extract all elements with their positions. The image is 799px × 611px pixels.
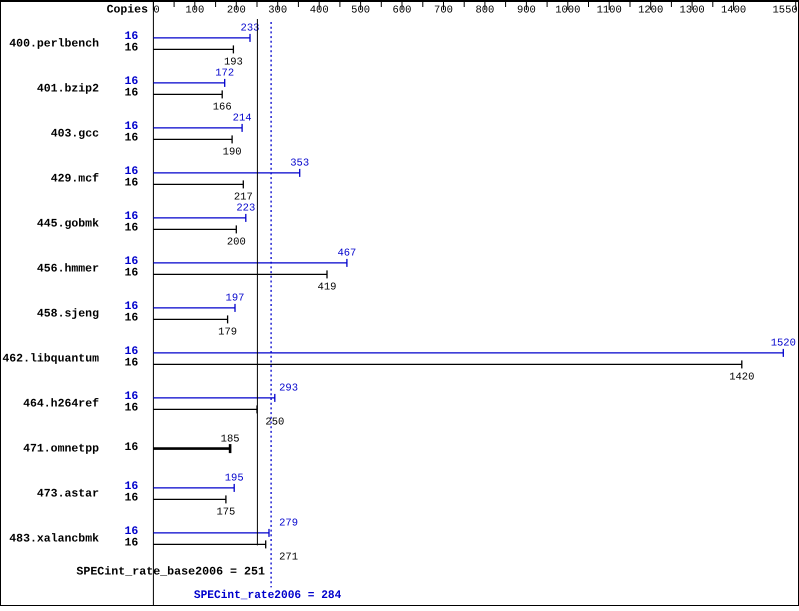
svg-text:400.perlbench: 400.perlbench bbox=[9, 38, 99, 51]
svg-text:353: 353 bbox=[290, 158, 309, 170]
svg-text:1550: 1550 bbox=[772, 5, 797, 17]
svg-text:1000: 1000 bbox=[555, 5, 580, 17]
svg-text:SPECint_rate2006 = 284: SPECint_rate2006 = 284 bbox=[194, 589, 341, 602]
svg-text:SPECint_rate_base2006 = 251: SPECint_rate_base2006 = 251 bbox=[76, 566, 265, 579]
svg-text:300: 300 bbox=[268, 5, 287, 17]
svg-text:279: 279 bbox=[279, 518, 298, 530]
svg-text:250: 250 bbox=[265, 416, 284, 428]
svg-text:100: 100 bbox=[185, 5, 204, 17]
svg-text:172: 172 bbox=[215, 68, 234, 80]
svg-text:483.xalancbmk: 483.xalancbmk bbox=[9, 533, 99, 546]
svg-text:16: 16 bbox=[124, 267, 138, 280]
svg-text:401.bzip2: 401.bzip2 bbox=[37, 83, 99, 96]
svg-text:293: 293 bbox=[279, 383, 298, 395]
svg-text:16: 16 bbox=[124, 357, 138, 370]
svg-text:1100: 1100 bbox=[597, 5, 622, 17]
svg-text:193: 193 bbox=[224, 56, 243, 68]
svg-text:700: 700 bbox=[434, 5, 453, 17]
svg-text:429.mcf: 429.mcf bbox=[51, 173, 99, 186]
svg-text:467: 467 bbox=[337, 248, 356, 260]
svg-text:233: 233 bbox=[241, 23, 260, 35]
svg-text:223: 223 bbox=[236, 203, 255, 215]
svg-text:462.libquantum: 462.libquantum bbox=[2, 353, 99, 366]
svg-text:500: 500 bbox=[351, 5, 370, 17]
svg-text:217: 217 bbox=[234, 191, 253, 203]
svg-text:1200: 1200 bbox=[638, 5, 663, 17]
svg-text:16: 16 bbox=[124, 132, 138, 145]
svg-text:1520: 1520 bbox=[771, 338, 796, 350]
svg-text:16: 16 bbox=[124, 87, 138, 100]
svg-text:1420: 1420 bbox=[729, 371, 754, 383]
svg-text:16: 16 bbox=[124, 492, 138, 505]
svg-text:900: 900 bbox=[517, 5, 536, 17]
svg-text:600: 600 bbox=[393, 5, 412, 17]
svg-text:16: 16 bbox=[124, 441, 138, 454]
svg-text:185: 185 bbox=[221, 433, 240, 445]
svg-text:1300: 1300 bbox=[679, 5, 704, 17]
svg-text:456.hmmer: 456.hmmer bbox=[37, 263, 99, 276]
svg-text:445.gobmk: 445.gobmk bbox=[37, 218, 99, 231]
svg-text:419: 419 bbox=[318, 281, 337, 293]
svg-text:200: 200 bbox=[227, 236, 246, 248]
svg-text:179: 179 bbox=[218, 326, 237, 338]
svg-text:400: 400 bbox=[310, 5, 329, 17]
svg-text:473.astar: 473.astar bbox=[37, 488, 99, 501]
svg-text:464.h264ref: 464.h264ref bbox=[23, 398, 99, 411]
svg-text:200: 200 bbox=[227, 5, 246, 17]
svg-text:16: 16 bbox=[124, 402, 138, 415]
svg-text:197: 197 bbox=[226, 293, 245, 305]
svg-text:800: 800 bbox=[475, 5, 494, 17]
svg-text:271: 271 bbox=[279, 551, 298, 563]
svg-text:190: 190 bbox=[223, 146, 242, 158]
svg-text:195: 195 bbox=[225, 473, 244, 485]
svg-text:Copies: Copies bbox=[107, 4, 149, 17]
svg-text:16: 16 bbox=[124, 537, 138, 550]
svg-text:16: 16 bbox=[124, 312, 138, 325]
svg-text:0: 0 bbox=[153, 5, 159, 17]
svg-text:471.omnetpp: 471.omnetpp bbox=[23, 443, 99, 456]
svg-text:166: 166 bbox=[213, 101, 232, 113]
svg-text:16: 16 bbox=[124, 42, 138, 55]
svg-text:16: 16 bbox=[124, 177, 138, 190]
svg-text:1400: 1400 bbox=[721, 5, 746, 17]
svg-text:214: 214 bbox=[233, 113, 252, 125]
svg-text:16: 16 bbox=[124, 222, 138, 235]
svg-text:175: 175 bbox=[216, 506, 235, 518]
svg-text:403.gcc: 403.gcc bbox=[51, 128, 99, 141]
svg-text:458.sjeng: 458.sjeng bbox=[37, 308, 99, 321]
